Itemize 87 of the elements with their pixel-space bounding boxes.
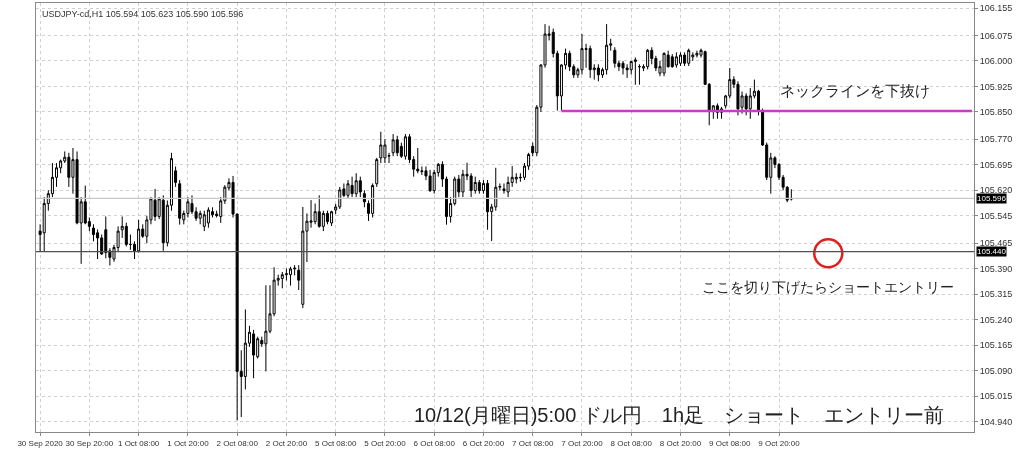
y-tick-label: 106.075	[979, 30, 1013, 41]
candlestick	[153, 188, 157, 222]
x-tick-label: 1 Oct 20:00	[167, 438, 210, 448]
x-tick-label: 30 Sep 2020	[17, 438, 64, 448]
candlestick	[580, 33, 584, 75]
x-tick-label: 5 Oct 08:00	[314, 438, 357, 448]
candlestick	[301, 206, 305, 309]
y-tick-label: 105.015	[979, 391, 1013, 402]
candlestick	[403, 133, 407, 161]
y-tick-label: 105.925	[979, 81, 1013, 92]
candlestick	[633, 56, 637, 86]
y-tick-label: 105.620	[979, 185, 1013, 196]
candlestick	[428, 169, 432, 193]
candlestick	[371, 182, 375, 218]
candlestick	[161, 194, 165, 252]
y-tick-label: 105.545	[979, 210, 1013, 221]
text: 10/12(月曜日)5:00 ドル円 1h足 ショート エントリー前	[414, 404, 945, 426]
y-tick-label: 105.465	[979, 238, 1013, 249]
candlestick	[202, 210, 206, 232]
x-tick-label: 8 Oct 08:00	[610, 438, 653, 448]
candlestick	[354, 172, 358, 198]
y-tick-label: 106.155	[979, 3, 1013, 14]
candlestick	[330, 210, 334, 227]
candlestick	[350, 176, 354, 198]
candlestick	[289, 266, 293, 287]
x-tick-label: 7 Oct 08:00	[512, 438, 554, 448]
candlestick	[473, 176, 477, 195]
candlestick	[416, 147, 420, 174]
candlestick	[395, 135, 399, 157]
candlestick	[605, 23, 609, 75]
candlestick	[695, 50, 699, 58]
candlestick	[252, 329, 256, 379]
candlestick	[346, 179, 350, 200]
candlestick	[674, 51, 678, 69]
candlestick	[264, 284, 268, 372]
x-tick-label: 2 Oct 08:00	[216, 438, 259, 448]
candlestick	[375, 157, 379, 188]
y-tick-label: 105.770	[979, 134, 1013, 145]
annotation: USDJPY-cd,H1 105.594 105.623 105.590 105.596	[42, 9, 244, 19]
y-tick-label: 105.390	[979, 263, 1013, 274]
x-tick-label: 2 Oct 20:00	[265, 438, 308, 448]
y-tick-label: 104.940	[979, 416, 1013, 427]
candlestick	[206, 206, 210, 229]
candlestick	[588, 45, 592, 79]
candlestick	[691, 51, 695, 62]
candlestick	[625, 63, 629, 79]
candlestick	[178, 179, 182, 226]
ref-line-label: 105.440	[977, 247, 1007, 256]
series-label: ここを切り下げたらショートエントリー	[702, 279, 954, 295]
candlestick	[317, 194, 321, 229]
candlestick	[637, 63, 641, 86]
candlestick	[683, 51, 687, 67]
candlestick	[362, 189, 366, 208]
x-tick-label: 8 Oct 20:00	[659, 438, 702, 448]
candlestick	[687, 48, 691, 67]
x-tick-label: 1 Oct 08:00	[117, 438, 160, 448]
y-tick-label: 106.000	[979, 56, 1013, 67]
ref-line-label: 105.596	[977, 194, 1007, 203]
candlestick	[670, 53, 674, 69]
candlestick	[379, 131, 383, 164]
x-tick-label: 6 Oct 20:00	[462, 438, 505, 448]
x-tick-label: 7 Oct 20:00	[561, 438, 604, 448]
series-label: ネックラインを下抜け	[780, 82, 930, 99]
candlestick	[358, 176, 362, 198]
candlestick	[736, 80, 740, 116]
candlestick	[338, 186, 342, 210]
y-tick-label: 105.850	[979, 107, 1013, 118]
y-tick-label: 105.165	[979, 340, 1013, 351]
candlestick	[662, 51, 666, 77]
y-tick-label: 105.240	[979, 314, 1013, 325]
candlestick	[596, 63, 600, 82]
candlestick	[744, 92, 748, 116]
candlestick	[613, 46, 617, 69]
candlestick	[678, 51, 682, 67]
candlestick	[280, 271, 284, 289]
candlestick	[621, 60, 625, 75]
x-tick-label: 30 Sep 20:00	[65, 438, 114, 448]
candlestick	[96, 228, 100, 260]
x-tick-label: 9 Oct 08:00	[709, 438, 751, 448]
y-tick-label: 105.090	[979, 365, 1013, 376]
x-tick-label: 5 Oct 20:00	[364, 438, 407, 448]
candlestick	[477, 179, 481, 195]
candlestick	[646, 48, 650, 70]
y-tick-label: 105.695	[979, 159, 1013, 170]
x-tick-label: 9 Oct 20:00	[758, 438, 801, 448]
y-tick-label: 105.315	[979, 289, 1013, 300]
x-tick-label: 6 Oct 08:00	[413, 438, 456, 448]
